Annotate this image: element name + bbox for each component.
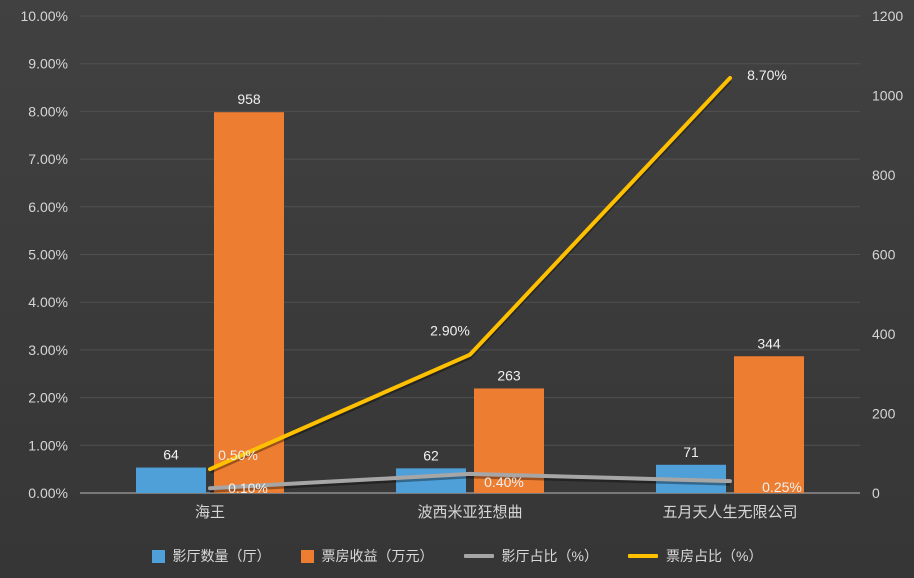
line-value-label: 2.90% bbox=[430, 323, 470, 339]
category-label: 波西米亚狂想曲 bbox=[417, 504, 522, 521]
right-axis-tick: 1000 bbox=[872, 88, 903, 104]
legend-item: 影厅数量（厅） bbox=[151, 546, 271, 566]
left-axis-tick: 4.00% bbox=[28, 294, 68, 310]
bar-value-label: 71 bbox=[683, 444, 699, 460]
left-axis-tick: 9.00% bbox=[28, 56, 68, 72]
right-axis-tick: 400 bbox=[872, 326, 896, 342]
left-axis-tick: 8.00% bbox=[28, 103, 68, 119]
right-axis-tick: 0 bbox=[872, 485, 880, 501]
legend-item: 票房占比（%） bbox=[628, 546, 762, 566]
legend-line-swatch-icon bbox=[463, 554, 494, 558]
bar-box-office-revenue bbox=[214, 112, 284, 493]
legend-line-swatch-icon bbox=[628, 554, 658, 558]
box-office-share-line bbox=[208, 76, 732, 472]
left-axis-tick: 0.00% bbox=[28, 485, 68, 501]
legend-square-swatch-icon bbox=[151, 549, 165, 563]
category-label: 五月天人生无限公司 bbox=[662, 504, 797, 521]
line-shadow bbox=[209, 79, 732, 474]
line-value-label: 0.25% bbox=[762, 479, 802, 495]
legend-item: 影厅占比（%） bbox=[463, 546, 598, 566]
bar-value-label: 344 bbox=[757, 335, 781, 351]
left-axis-tick: 5.00% bbox=[28, 247, 68, 263]
bar-value-label: 958 bbox=[237, 91, 261, 107]
category-label: 海王 bbox=[195, 504, 225, 521]
bar-hall-count bbox=[396, 468, 466, 493]
left-axis-tick: 6.00% bbox=[28, 199, 68, 215]
bar-value-label: 64 bbox=[163, 447, 179, 463]
legend-label: 票房占比（%） bbox=[666, 548, 763, 564]
line-value-label: 8.70% bbox=[747, 67, 787, 83]
hall-share-line bbox=[208, 471, 732, 491]
left-axis-tick: 10.00% bbox=[21, 8, 68, 24]
legend-label: 影厅数量（厅） bbox=[172, 548, 271, 564]
line-shadow bbox=[209, 474, 731, 493]
right-axis-tick: 200 bbox=[872, 406, 896, 422]
bar-value-label: 263 bbox=[497, 367, 521, 383]
line-value-label: 0.40% bbox=[484, 474, 524, 490]
left-axis-tick: 2.00% bbox=[28, 390, 68, 406]
line-value-label: 0.10% bbox=[228, 480, 268, 496]
bar-value-label: 62 bbox=[423, 447, 439, 463]
left-axis-tick: 7.00% bbox=[28, 151, 68, 167]
line-value-label: 0.50% bbox=[218, 447, 258, 463]
bar-hall-count bbox=[136, 467, 206, 493]
left-axis-tick: 1.00% bbox=[28, 437, 68, 453]
right-axis-tick: 800 bbox=[872, 167, 896, 183]
chart-legend: 影厅数量（厅） 票房收益（万元） 影厅占比（%） 票房占比（%） bbox=[0, 546, 914, 566]
right-axis-tick: 600 bbox=[872, 247, 896, 263]
legend-item: 票房收益（万元） bbox=[300, 546, 434, 566]
legend-label: 影厅占比（%） bbox=[501, 548, 598, 564]
legend-square-swatch-icon bbox=[300, 549, 314, 563]
right-axis-tick: 1200 bbox=[872, 8, 903, 24]
legend-label: 票房收益（万元） bbox=[321, 548, 434, 564]
bar-box-office-revenue bbox=[734, 356, 804, 493]
left-axis-tick: 3.00% bbox=[28, 342, 68, 358]
